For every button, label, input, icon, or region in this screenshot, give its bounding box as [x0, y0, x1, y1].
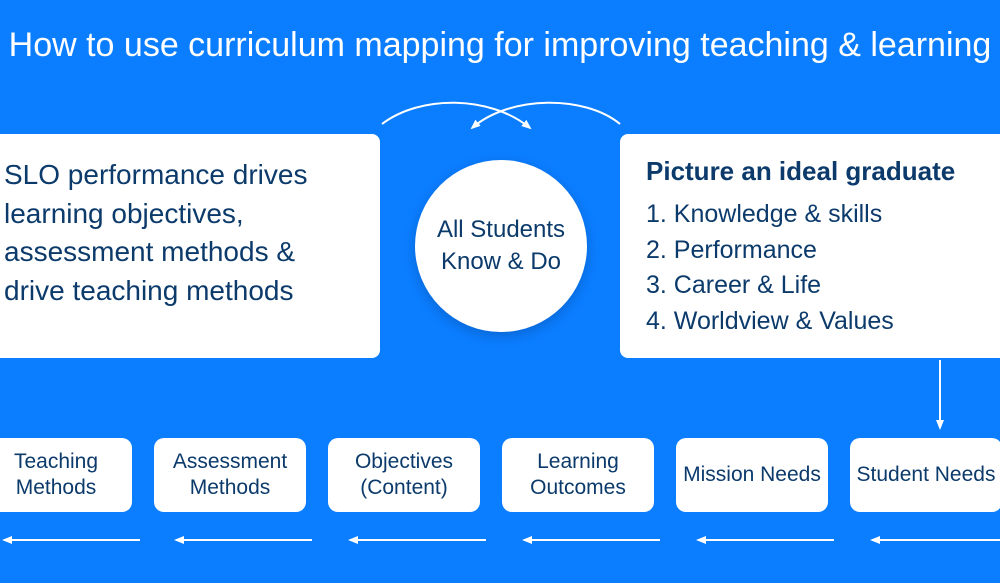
right-card-heading: Picture an ideal graduate	[646, 156, 1000, 187]
bottom-pill: Mission Needs	[676, 438, 828, 512]
left-card: SLO performance drives learning objectiv…	[0, 134, 380, 358]
bottom-pill: Teaching Methods	[0, 438, 132, 512]
left-card-text: SLO performance drives learning objectiv…	[4, 156, 358, 311]
right-card-item: 4. Worldview & Values	[646, 304, 1000, 340]
right-card-item: 3. Career & Life	[646, 268, 1000, 304]
center-circle: All Students Know & Do	[415, 160, 587, 332]
right-card-item: 1. Knowledge & skills	[646, 197, 1000, 233]
bottom-pill: Student Needs	[850, 438, 1000, 512]
right-card: Picture an ideal graduate 1. Knowledge &…	[620, 134, 1000, 358]
bottom-pill: Learning Outcomes	[502, 438, 654, 512]
center-circle-text: All Students Know & Do	[415, 214, 587, 279]
curve-left-to-circle-icon	[382, 103, 530, 128]
diagram-title: How to use curriculum mapping for improv…	[0, 26, 1000, 65]
right-card-item: 2. Performance	[646, 233, 1000, 269]
bottom-pill: Objectives (Content)	[328, 438, 480, 512]
curve-right-to-circle-icon	[472, 103, 620, 128]
bottom-pill: Assessment Methods	[154, 438, 306, 512]
bottom-row: Teaching Methods Assessment Methods Obje…	[0, 438, 1000, 512]
